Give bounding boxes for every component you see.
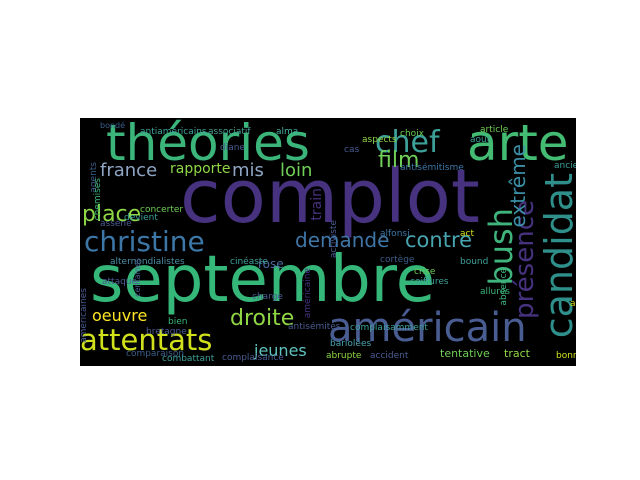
word-antiamericains: antiaméricains [140,127,207,137]
word-concerter: concerter [140,205,184,215]
word-extreme: extrême [506,144,530,228]
word-complaisance: complaisance [222,353,284,363]
word-americaine: américaine [303,268,313,319]
word-allures: allures [480,287,510,297]
word-abrupte: abrupte [326,351,362,361]
word-combattant: combattant [162,354,215,364]
word-jeunes: jeunes [254,341,307,360]
word-place: place [82,202,142,227]
word-chef: chef [375,125,440,160]
word-aout: août [470,135,491,145]
word-ancien: ancien [554,161,576,171]
word-attentats: attentats [80,323,213,357]
word-act: act [460,229,474,239]
word-christine: christine [84,225,205,258]
word-bonne: bonne [556,351,576,361]
word-train: train [309,188,325,221]
word-associatif: associatif [208,127,251,137]
word-assene: assène [100,219,132,229]
word-candidat: candidat [537,173,576,339]
word-arte: arte [467,118,569,172]
word-alma: alma [276,127,299,137]
word-film: film [378,148,420,173]
word-alfonsi: alfonsi [380,229,410,239]
word-complaisamment: complaisamment [350,323,428,333]
word-droite: droite [230,306,295,331]
word-bound: bound [460,257,489,267]
word-theories: théories [106,118,310,172]
word-bariolees: bariolées [330,339,372,349]
word-septembre: septembre [90,243,436,317]
word-loin: loin [280,160,313,181]
word-chemises: chemises [93,178,103,221]
word-rapporte: rapporte [170,161,231,177]
word-bretagne: bretagne [146,327,187,337]
word-antisemites: antisémites [288,322,341,332]
word-attaque: attaque [102,277,138,287]
word-rose: rose [258,257,284,271]
word-choix: choix [400,129,424,139]
word-bien: bien [168,317,188,327]
word-devient: devient [124,213,158,223]
word-bonde: bondé [100,121,126,130]
word-charge: charge [252,292,283,302]
word-cineaste: cinéaste [230,257,268,267]
word-crise: crise [414,267,436,277]
word-antisemitisme: antisémitisme [400,163,464,173]
word-americaines: américaines [80,288,89,343]
word-contre: contre [405,228,473,252]
word-americain: américain [328,305,527,351]
word-mis: mis [232,160,264,181]
word-france: france [100,160,158,181]
word-activiste: activiste [329,220,339,259]
word-diane: diane [220,143,245,153]
word-oeuvre: oeuvre [92,306,148,325]
word-cas: cas [344,145,360,155]
word-demande: demande [295,228,390,252]
word-ans: ans [570,299,576,309]
word-aspects: aspects [362,135,397,145]
word-complot: complot [180,154,480,240]
word-article: article [480,125,509,135]
word-cloud: complot septembre théories américain arte chr… [80,118,576,366]
word-tract: tract [504,347,530,360]
word-cortege: cortège [380,255,415,265]
word-alternondialistes: alternondialistes [110,257,185,267]
word-coiffures: coiffures [410,277,449,287]
word-tentative: tentative [440,347,490,360]
word-comparaison: comparaison [126,349,185,359]
word-accident: accident [370,351,409,361]
